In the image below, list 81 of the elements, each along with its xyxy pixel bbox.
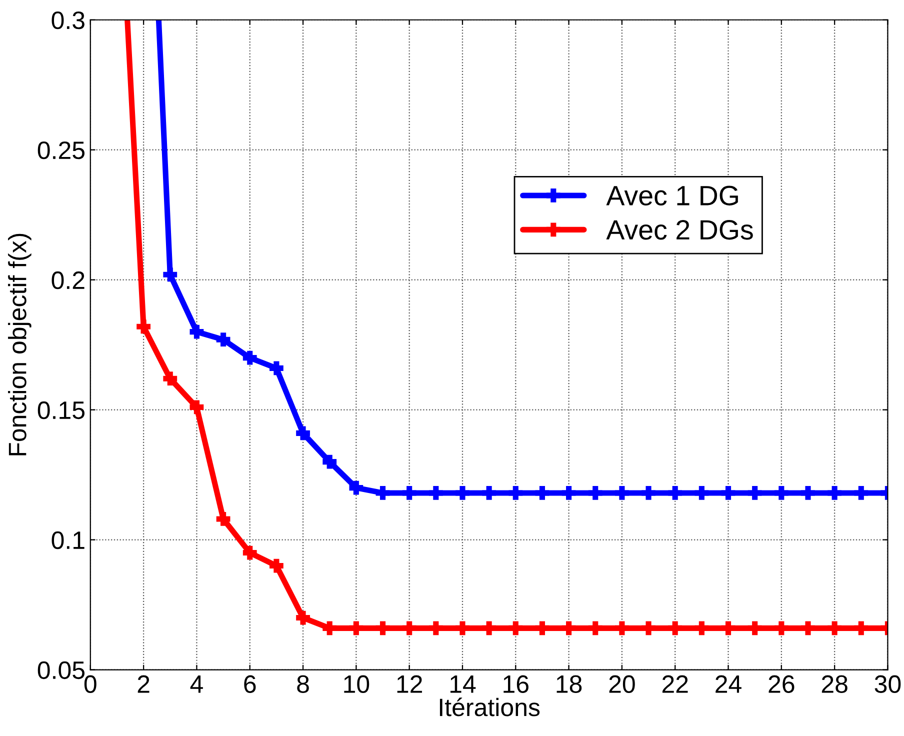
point	[721, 621, 736, 636]
point	[642, 621, 656, 636]
point	[694, 486, 709, 500]
point	[376, 486, 390, 500]
point	[615, 621, 629, 636]
point	[349, 621, 364, 636]
point	[535, 621, 550, 636]
x-tick-label: 24	[716, 675, 742, 693]
point	[828, 486, 842, 500]
point	[482, 621, 496, 636]
point	[190, 324, 204, 339]
point	[190, 400, 204, 414]
point	[642, 486, 656, 500]
point	[668, 621, 682, 636]
legend-label: Avec 2 DGs	[606, 220, 753, 240]
point	[402, 486, 416, 500]
point	[535, 486, 550, 500]
point	[428, 621, 443, 636]
x-tick-label: 20	[609, 675, 635, 693]
x-tick-label: 30	[874, 675, 901, 693]
point	[296, 426, 310, 440]
point	[428, 486, 443, 500]
y-tick-label: 0.3	[52, 11, 84, 30]
point	[801, 621, 815, 636]
x-tick-label: 0	[84, 675, 96, 693]
point	[828, 621, 842, 636]
point	[402, 621, 416, 636]
x-tick-label: 22	[662, 675, 688, 693]
x-tick-label: 26	[768, 675, 794, 693]
point	[588, 486, 602, 500]
point	[588, 621, 602, 636]
point	[562, 486, 576, 500]
point	[721, 486, 736, 500]
x-tick-label: 18	[556, 675, 582, 693]
point	[216, 512, 230, 526]
point	[376, 621, 390, 636]
y-tick-label: 0.05	[38, 661, 84, 680]
point	[694, 621, 709, 636]
point	[774, 621, 788, 636]
point	[270, 558, 284, 573]
point	[508, 621, 523, 636]
y-tick-label: 0.15	[38, 401, 84, 420]
x-axis-title: Itérations	[440, 698, 540, 716]
point	[854, 621, 868, 636]
point	[854, 486, 868, 500]
point	[668, 486, 682, 500]
x-tick-label: 12	[397, 675, 422, 693]
x-tick-label: 16	[504, 675, 528, 693]
point	[748, 486, 762, 500]
x-tick-label: 8	[297, 675, 309, 693]
point	[163, 268, 178, 282]
point	[508, 486, 523, 500]
x-tick-label: 2	[138, 675, 150, 693]
y-tick-label: 0.2	[52, 271, 84, 290]
point	[615, 486, 629, 500]
point	[242, 546, 257, 560]
point	[482, 486, 496, 500]
point	[322, 621, 337, 636]
point	[349, 480, 364, 495]
point	[270, 361, 284, 376]
x-tick-label: 4	[190, 676, 203, 693]
y-tick-label: 0.25	[38, 141, 84, 160]
x-tick-label: 6	[244, 675, 256, 693]
point	[774, 486, 788, 500]
point	[136, 320, 150, 334]
point	[801, 486, 815, 500]
point	[163, 372, 178, 386]
x-tick-label: 14	[450, 676, 476, 693]
point	[322, 454, 337, 469]
x-tick-label: 28	[822, 675, 848, 693]
point	[216, 332, 230, 347]
point	[562, 621, 576, 636]
point	[456, 621, 470, 636]
point	[296, 610, 310, 625]
y-axis-title: Fonction objectif f(x)	[8, 234, 32, 456]
x-tick-label: 10	[344, 675, 370, 693]
legend-label: Avec 1 DG	[606, 186, 738, 206]
point	[748, 621, 762, 636]
point	[242, 350, 257, 365]
y-tick-label: 0.1	[52, 531, 84, 550]
point	[456, 486, 470, 500]
